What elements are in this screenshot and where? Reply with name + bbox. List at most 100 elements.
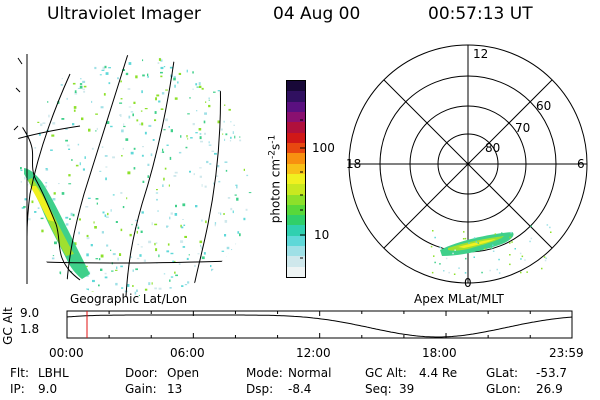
speckle-dot <box>34 211 37 213</box>
speckle-dot <box>236 185 238 189</box>
speckle-dot <box>462 238 465 240</box>
geographic-map-content <box>12 55 256 296</box>
speckle-dot <box>184 284 188 286</box>
speckle-dot <box>220 212 222 216</box>
speckle-dot <box>235 245 238 248</box>
speckle-dot <box>104 276 108 279</box>
speckle-dot <box>448 271 450 274</box>
xtick-0600: 06:00 <box>170 346 205 360</box>
speckle-dot <box>95 130 97 132</box>
speckle-dot <box>51 63 55 67</box>
speckle-dot <box>173 77 176 81</box>
speckle-dot <box>108 67 111 69</box>
mlt-label-18: 18 <box>346 157 361 171</box>
speckle-dot <box>544 259 547 262</box>
speckle-dot <box>225 271 229 274</box>
speckle-dot <box>43 261 46 265</box>
speckle-dot <box>82 168 85 171</box>
info-mode: Mode: Normal <box>246 366 356 382</box>
speckle-dot <box>204 112 207 115</box>
speckle-dot <box>72 123 75 126</box>
speckle-dot <box>156 94 160 97</box>
speckle-dot <box>195 132 198 134</box>
speckle-dot <box>492 244 494 247</box>
speckle-dot <box>155 97 157 101</box>
speckle-dot <box>98 284 100 287</box>
speckle-dot <box>127 171 131 175</box>
speckle-dot <box>170 252 174 255</box>
speckle-dot <box>237 108 240 111</box>
speckle-dot <box>491 247 493 249</box>
altitude-ylabel: GC Alt <box>1 307 15 345</box>
colorbar-tick-10: 10 <box>314 228 330 242</box>
speckle-dot <box>169 279 171 282</box>
speckle-dot <box>104 214 107 217</box>
speckle-dot <box>228 108 231 111</box>
speckle-dot <box>182 246 186 248</box>
info-gc-alt: GC Alt: 4.4 Re <box>365 366 485 382</box>
colorbar-segment <box>287 163 305 174</box>
speckle-dot <box>86 237 90 240</box>
speckle-dot <box>51 82 54 86</box>
speckle-dot <box>161 92 165 95</box>
speckle-dot <box>128 62 132 65</box>
speckle-dot <box>175 204 177 208</box>
speckle-dot <box>137 243 140 246</box>
speckle-dot <box>101 231 104 234</box>
speckle-dot <box>212 75 214 79</box>
speckle-dot <box>218 64 222 66</box>
speckle-dot <box>107 212 109 216</box>
speckle-dot <box>224 220 228 223</box>
speckle-dot <box>454 249 456 251</box>
speckle-dot <box>65 139 68 142</box>
speckle-dot <box>244 246 248 249</box>
speckle-dot <box>246 110 248 113</box>
speckle-dot <box>160 151 162 153</box>
speckle-dot <box>180 240 184 243</box>
speckle-dot <box>121 155 123 157</box>
speckle-dot <box>39 274 43 276</box>
speckle-dot <box>157 62 160 64</box>
colorbar-unit-mid: s <box>268 143 283 150</box>
speckle-dot <box>90 244 93 247</box>
speckle-dot <box>186 135 188 138</box>
speckle-dot <box>162 148 164 152</box>
speckle-dot <box>218 212 220 214</box>
speckle-dot <box>73 106 77 109</box>
speckle-dot <box>102 211 105 214</box>
speckle-dot <box>184 235 187 238</box>
speckle-dot <box>498 272 501 274</box>
speckle-dot <box>174 84 176 88</box>
speckle-dot <box>477 242 480 244</box>
lat-label-60: 60 <box>536 99 551 113</box>
speckle-dot <box>241 246 244 249</box>
speckle-dot <box>126 197 128 200</box>
lat-label-80: 80 <box>485 141 500 155</box>
speckle-dot <box>100 268 103 271</box>
speckle-dot <box>163 66 166 68</box>
instrument-title: Ultraviolet Imager <box>47 4 201 24</box>
colorbar-segment <box>287 132 305 143</box>
speckle-dot <box>100 106 104 109</box>
speckle-dot <box>115 221 118 223</box>
speckle-dot <box>201 184 203 187</box>
speckle-dot <box>85 206 89 208</box>
altitude-curve <box>66 314 573 338</box>
speckle-dot <box>524 259 526 261</box>
speckle-dot <box>34 58 37 60</box>
speckle-dot <box>162 184 164 187</box>
speckle-dot <box>178 72 182 75</box>
speckle-dot <box>36 82 39 86</box>
speckle-dot <box>69 218 71 220</box>
speckle-dot <box>224 138 226 141</box>
speckle-dot <box>140 246 143 248</box>
speckle-dot <box>158 287 162 290</box>
speckle-dot <box>180 135 182 138</box>
speckle-dot <box>140 230 143 233</box>
speckle-dot <box>44 185 47 188</box>
polar-diagonal-2 <box>383 79 553 249</box>
speckle-dot <box>242 268 244 270</box>
colorbar <box>286 80 306 278</box>
speckle-dot <box>160 59 163 62</box>
speckle-dot <box>139 254 142 257</box>
